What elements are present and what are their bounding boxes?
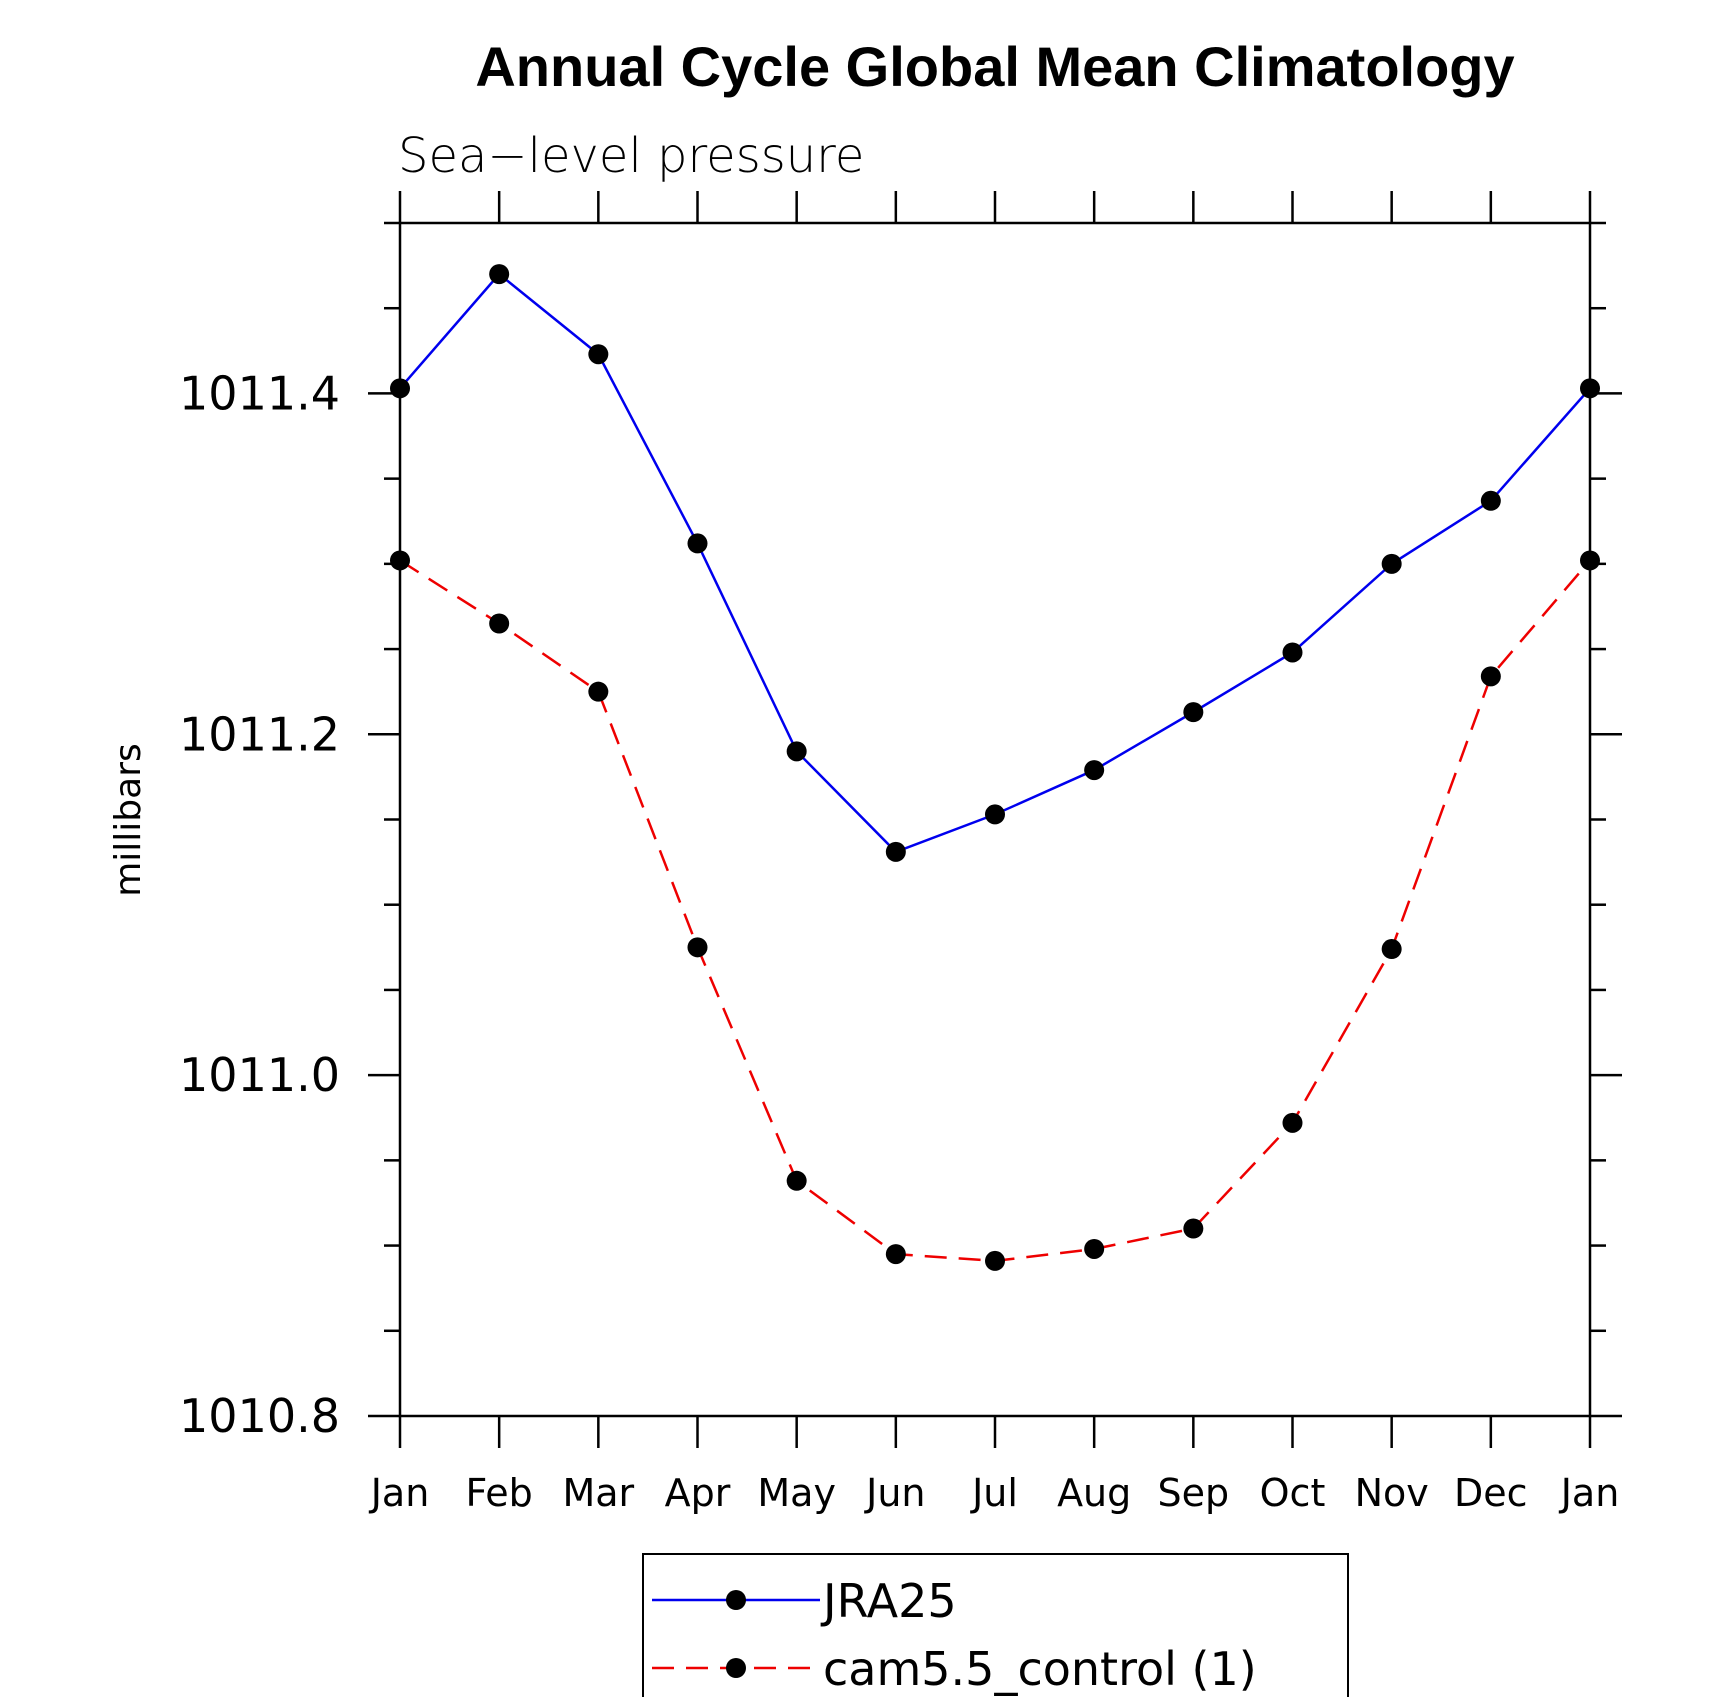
data-point (1580, 378, 1600, 399)
data-point (1183, 702, 1204, 723)
x-tick-label: Jun (864, 1471, 925, 1515)
legend-marker (726, 1590, 746, 1610)
legend-items: JRA25 cam5.5_control (1) (652, 1574, 1257, 1696)
y-tick-label: 1011.2 (179, 707, 340, 761)
data-point (390, 550, 410, 571)
y-axis-label: millibars (108, 743, 149, 897)
data-point (489, 264, 510, 285)
data-point (1282, 642, 1303, 663)
data-point (985, 804, 1005, 825)
x-tick-label: Jul (970, 1471, 1018, 1515)
data-point (1183, 1218, 1204, 1239)
data-point (687, 937, 708, 958)
legend-box (642, 1553, 1349, 1697)
x-tick-label: Dec (1454, 1471, 1528, 1515)
data-point (786, 741, 807, 762)
x-tick-label: Feb (466, 1471, 533, 1515)
x-tick-label: Apr (665, 1471, 731, 1515)
data-point (1282, 1112, 1303, 1133)
data-point (1084, 760, 1105, 781)
data-point (390, 378, 410, 399)
series-line-1 (399, 272, 1591, 854)
x-tick-label: May (757, 1471, 836, 1515)
legend-label: JRA25 (820, 1574, 957, 1628)
x-tick-label: Aug (1057, 1471, 1131, 1515)
legend-label: cam5.5_control (1) (823, 1642, 1257, 1696)
series-line-2 (399, 559, 1591, 1263)
data-point (588, 344, 609, 365)
data-point (885, 1244, 906, 1265)
data-point (489, 613, 510, 634)
data-point (1480, 490, 1501, 511)
data-point (1580, 550, 1600, 571)
data-point (1381, 553, 1402, 574)
data-point (885, 841, 906, 862)
x-tick-label: Jan (1559, 1471, 1620, 1515)
series-layer (390, 264, 1600, 1271)
chart-title: Annual Cycle Global Mean Climatology (475, 35, 1514, 98)
x-axis-ticks: Jan Feb Mar Apr May Jun Jul Aug Sep Oct Nov Dec Jan (369, 191, 1620, 1515)
x-tick-label: Nov (1355, 1471, 1429, 1515)
data-point (786, 1170, 807, 1191)
x-tick-label: Oct (1260, 1471, 1326, 1515)
data-point (588, 681, 609, 702)
legend-marker (726, 1658, 746, 1678)
legend: JRA25 cam5.5_control (1) (642, 1553, 1349, 1697)
chart-subtitle: Sea−level pressure (398, 128, 864, 184)
data-point (985, 1250, 1005, 1271)
y-tick-label: 1011.0 (179, 1048, 340, 1102)
data-point (1084, 1238, 1105, 1259)
y-tick-label: 1010.8 (179, 1389, 340, 1443)
x-tick-label: Sep (1158, 1471, 1230, 1515)
data-point (1480, 666, 1501, 687)
data-point (1381, 939, 1402, 960)
x-tick-label: Jan (369, 1471, 430, 1515)
y-tick-label: 1011.4 (179, 366, 340, 420)
data-point (687, 533, 708, 554)
x-tick-label: Mar (562, 1471, 634, 1515)
